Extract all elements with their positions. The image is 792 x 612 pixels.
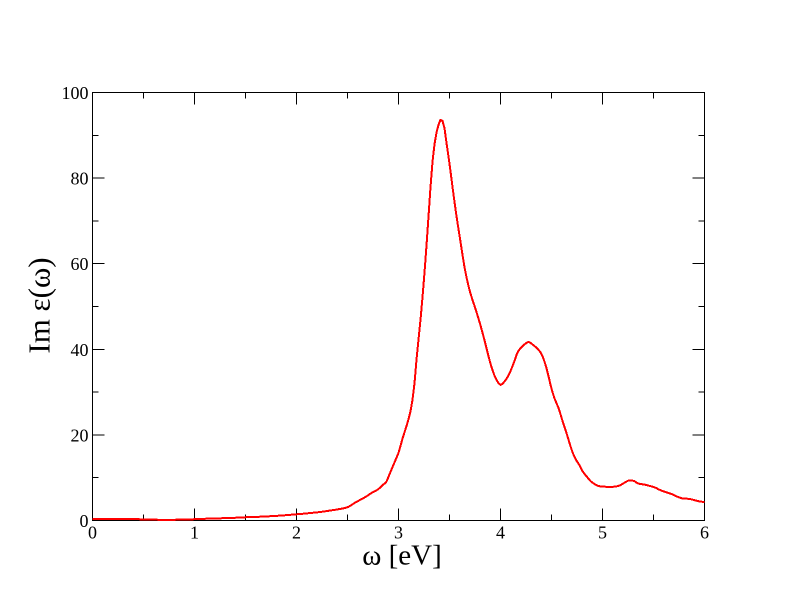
svg-text:6: 6 bbox=[700, 523, 709, 543]
svg-text:4: 4 bbox=[496, 523, 505, 543]
svg-text:0: 0 bbox=[80, 511, 89, 531]
svg-text:80: 80 bbox=[71, 169, 89, 189]
svg-text:20: 20 bbox=[71, 425, 89, 445]
svg-text:100: 100 bbox=[62, 83, 89, 103]
svg-text:ω [eV]: ω [eV] bbox=[362, 540, 441, 572]
svg-text:60: 60 bbox=[71, 254, 89, 274]
svg-text:0: 0 bbox=[88, 523, 97, 543]
svg-text:1: 1 bbox=[190, 523, 199, 543]
svg-text:2: 2 bbox=[292, 523, 301, 543]
svg-text:5: 5 bbox=[598, 523, 607, 543]
svg-text:Im ε(ω): Im ε(ω) bbox=[22, 257, 57, 353]
svg-text:40: 40 bbox=[71, 340, 89, 360]
svg-text:3: 3 bbox=[394, 523, 403, 543]
